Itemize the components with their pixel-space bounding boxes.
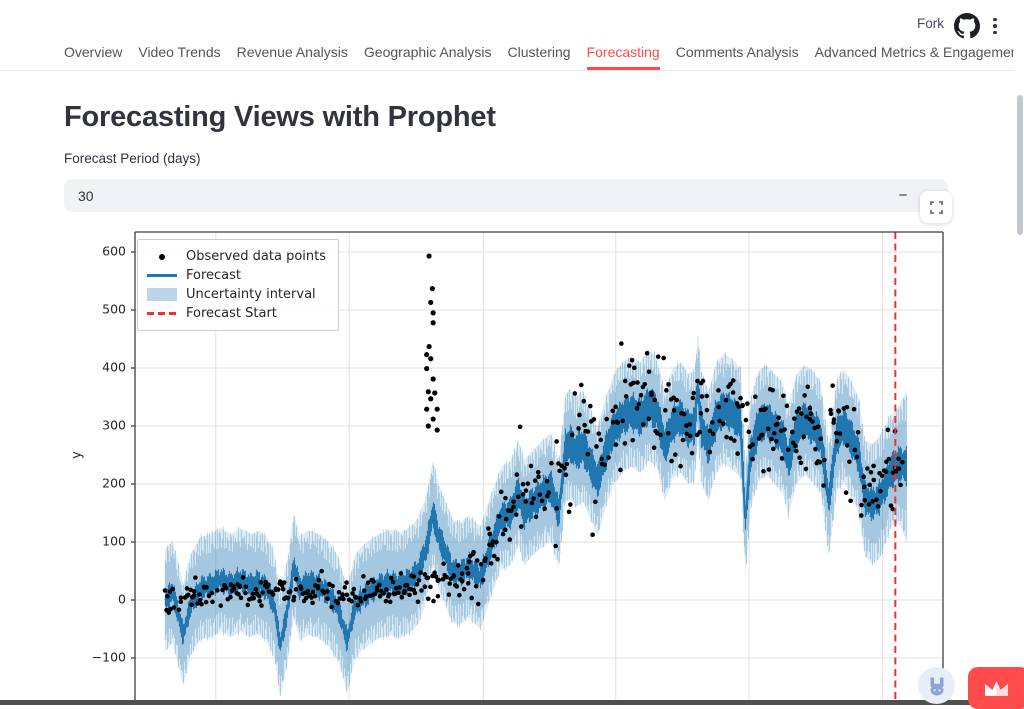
decrement-button[interactable]: − [898, 187, 908, 204]
bottom-divider [0, 700, 1024, 705]
forecast-period-value[interactable]: 30 [78, 187, 94, 204]
uncertainty-patch-marker [147, 288, 177, 301]
tab-overview[interactable]: Overview [64, 44, 123, 60]
forecast-period-input[interactable]: 30 − + [64, 179, 948, 212]
kebab-menu-icon[interactable] [988, 14, 1002, 38]
tab-video-trends[interactable]: Video Trends [138, 44, 221, 60]
github-icon[interactable] [954, 13, 980, 39]
fork-button[interactable]: Fork [917, 16, 944, 31]
legend-item-uncertainty: Uncertainty interval [147, 285, 326, 304]
streamlit-crown-icon [985, 680, 1008, 696]
chart-legend: Observed data points Forecast Uncertaint… [137, 239, 340, 331]
legend-item-forecast: Forecast [147, 266, 326, 285]
tab-advanced-metrics[interactable]: Advanced Metrics & Engagement Analysis [814, 44, 1014, 60]
tab-geographic-analysis[interactable]: Geographic Analysis [363, 44, 492, 60]
forecast-period-label: Forecast Period (days) [64, 151, 201, 166]
legend-item-forecast-start: Forecast Start [147, 304, 326, 323]
tab-revenue-analysis[interactable]: Revenue Analysis [236, 44, 348, 60]
vertical-scrollbar[interactable] [1017, 95, 1023, 235]
tab-bar: Overview Video Trends Revenue Analysis G… [0, 44, 1014, 71]
legend-item-observed: Observed data points [147, 247, 326, 266]
tab-comments-analysis[interactable]: Comments Analysis [675, 44, 799, 60]
page-title: Forecasting Views with Prophet [64, 101, 496, 133]
tab-clustering[interactable]: Clustering [507, 44, 571, 60]
fullscreen-button[interactable] [920, 191, 952, 223]
forecast-line-marker [147, 274, 177, 277]
forecast-start-dash-marker [147, 312, 177, 315]
streamlit-badge-button[interactable] [968, 667, 1024, 709]
huggingface-widget-button[interactable] [918, 667, 955, 704]
expand-icon [929, 200, 943, 214]
observed-dot-marker [147, 253, 177, 260]
tab-forecasting[interactable]: Forecasting [586, 44, 660, 70]
forecast-chart: Observed data points Forecast Uncertaint… [64, 225, 960, 705]
huggingface-icon [930, 677, 943, 695]
